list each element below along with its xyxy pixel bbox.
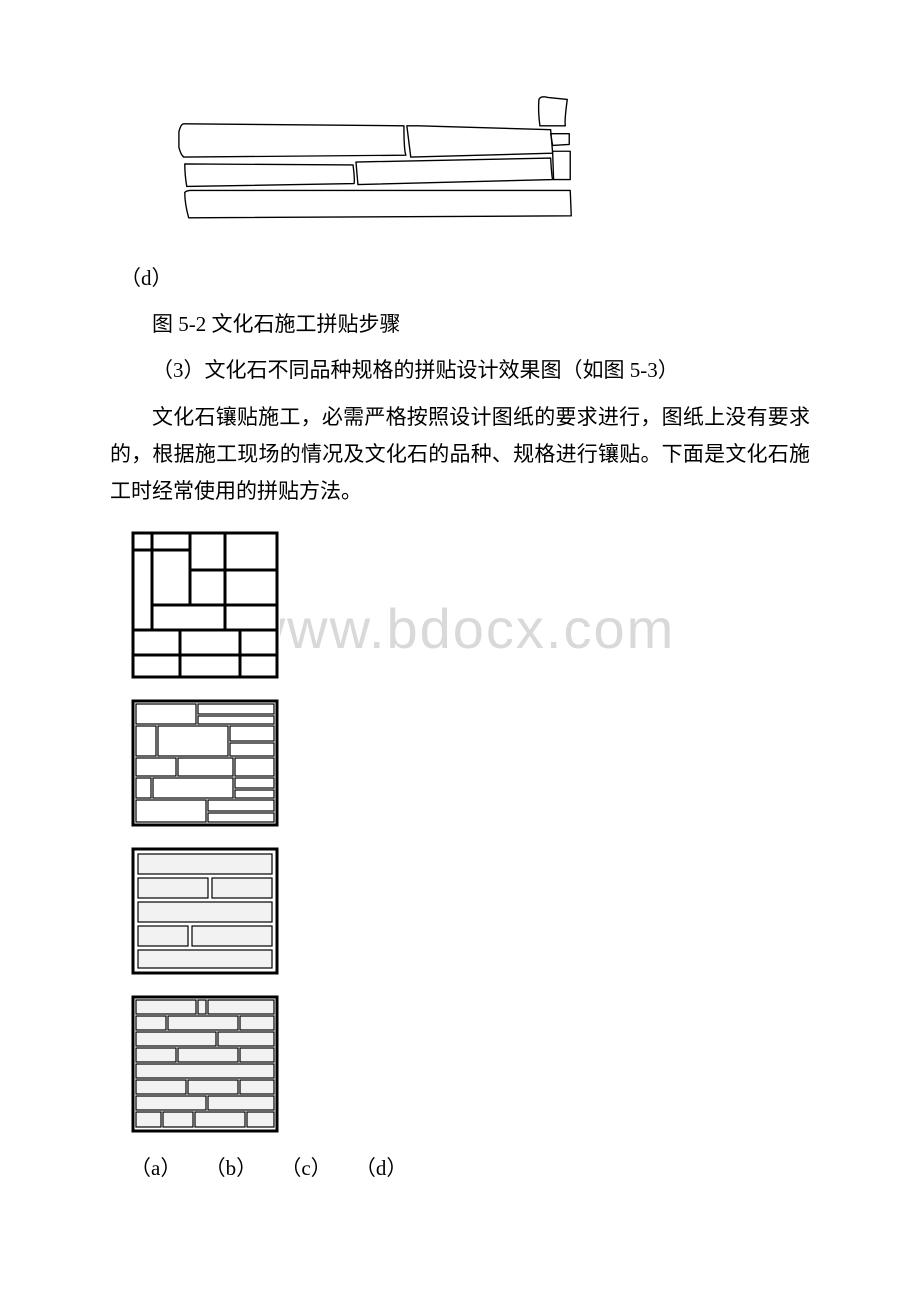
label-b: （b） [205,1156,258,1180]
pattern-d-diagram [130,994,280,1134]
pattern-c-diagram [130,846,280,976]
paragraph-body: 文化石镶贴施工，必需严格按照设计图纸的要求进行，图纸上没有要求的，根据施工现场的… [110,399,810,509]
document-content: （d） 图 5-2 文化石施工拼贴步骤 （3）文化石不同品种规格的拼贴设计效果图… [110,80,810,1182]
pattern-b-diagram [130,698,280,828]
figure-5-2-caption: 图 5-2 文化石施工拼贴步骤 [110,306,810,344]
item-3-heading: （3）文化石不同品种规格的拼贴设计效果图（如图 5-3） [110,352,810,390]
pattern-a-diagram [130,530,280,680]
label-a: （a） [130,1156,181,1180]
figure-5-2-d-sketch [130,80,810,245]
label-c: （c） [280,1156,331,1180]
label-d: （d） [120,260,810,298]
pattern-caption-row: （a） （b） （c） （d） [130,1152,810,1182]
pattern-diagrams [130,530,810,1134]
label-d2: （d） [355,1156,408,1180]
